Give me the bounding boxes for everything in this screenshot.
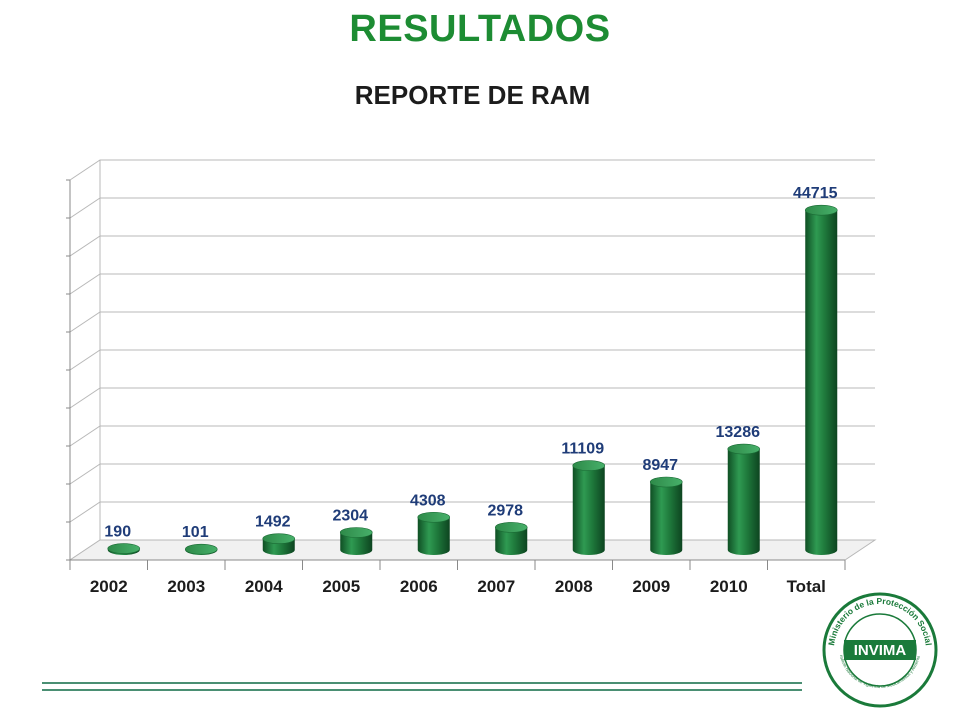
data-label-2009: 8947 — [642, 457, 678, 474]
gridline — [69, 235, 875, 257]
tick-label-2002: 2002 — [90, 577, 128, 596]
bar-2009 — [649, 476, 683, 555]
page-title: RESULTADOS — [349, 8, 611, 50]
tick-label-2003: 2003 — [167, 577, 205, 596]
data-label-2002: 190 — [104, 524, 131, 541]
tick-label-2009: 2009 — [632, 577, 670, 596]
bar-2004 — [262, 533, 296, 555]
tick-label-2008: 2008 — [555, 577, 593, 596]
data-label-2005: 2304 — [332, 507, 368, 524]
bar-2002 — [107, 543, 141, 555]
data-label-2006: 4308 — [410, 492, 446, 509]
gridline — [69, 387, 875, 409]
data-label-2003: 101 — [182, 524, 209, 541]
tick-label-Total: Total — [787, 577, 826, 596]
tick-label-2010: 2010 — [710, 577, 748, 596]
data-label-Total: 44715 — [793, 185, 838, 202]
data-label-2007: 2978 — [487, 502, 523, 519]
invima-logo: Ministerio de la Protección Social Insti… — [820, 590, 938, 708]
data-label-2010: 13286 — [716, 424, 761, 441]
bar-2010 — [727, 443, 761, 555]
bar-Total — [804, 204, 838, 555]
gridline — [69, 159, 875, 181]
bar-2006 — [417, 511, 451, 555]
tick-label-2004: 2004 — [245, 577, 283, 596]
footer-line-top — [42, 682, 802, 684]
gridline — [69, 197, 875, 219]
data-label-2008: 11109 — [561, 441, 604, 458]
gridline — [69, 311, 875, 333]
footer-line-bottom — [42, 689, 802, 691]
bar-2007 — [494, 522, 528, 555]
tick-label-2007: 2007 — [477, 577, 515, 596]
chart-bars — [107, 204, 838, 555]
gridline — [69, 273, 875, 295]
gridline — [69, 349, 875, 371]
tick-label-2005: 2005 — [322, 577, 360, 596]
chart-data-labels: 190 101 1492 2304 4308 2978 11109 8947 13286 4471… — [104, 185, 837, 541]
data-label-2004: 1492 — [255, 514, 291, 531]
bar-2005 — [339, 527, 373, 555]
chart-category-ticks: 2002 2003 2004 2005 2006 2007 2008 2009 2010 Tota… — [90, 577, 826, 596]
chart-subtitle: REPORTE DE RAM — [354, 80, 591, 110]
logo-brand-text: INVIMA — [854, 642, 907, 659]
tick-label-2006: 2006 — [400, 577, 438, 596]
bar-chart: 190 101 1492 2304 4308 2978 11109 8947 13286 4471… — [66, 159, 877, 596]
bar-2008 — [572, 460, 606, 555]
bar-2003 — [184, 543, 218, 555]
